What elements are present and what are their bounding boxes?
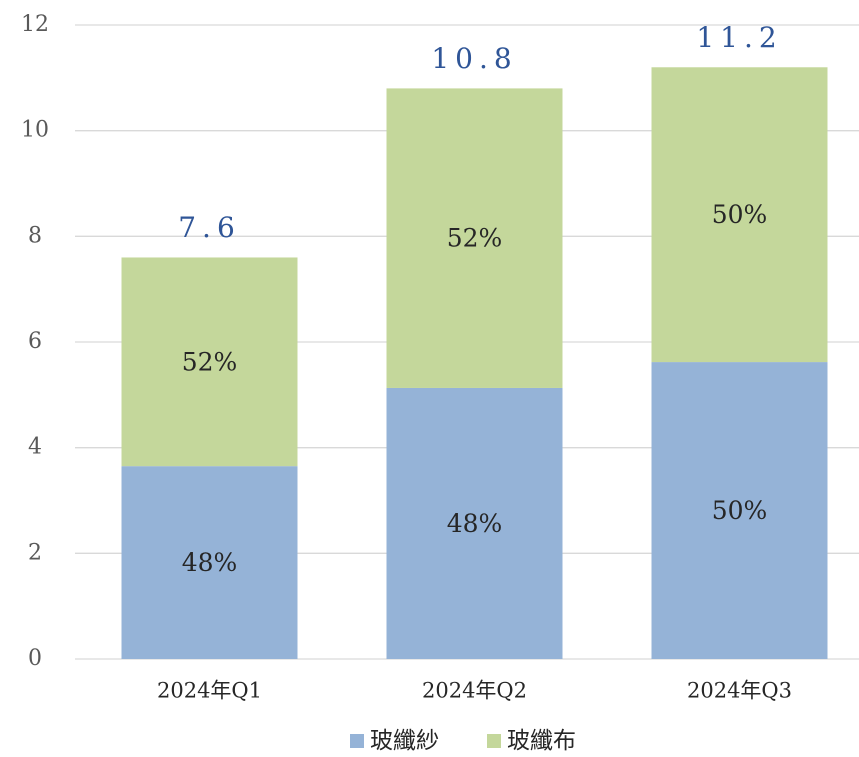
y-tick-label: 6 [28,329,42,354]
y-tick-label: 4 [28,435,42,460]
data-label: 52% [447,224,503,253]
bar-segment [386,88,563,388]
data-label: 50% [712,200,768,229]
y-tick-label: 8 [28,223,42,248]
bar-segment [121,466,298,659]
total-label: 11.2 [696,21,782,54]
legend-swatch [350,734,364,748]
data-label: 48% [182,548,238,577]
x-tick-label: 2024年Q1 [157,679,262,703]
x-tick-label: 2024年Q3 [687,679,792,703]
x-tick-label: 2024年Q2 [422,679,527,703]
bar-segment [651,67,828,363]
data-label: 50% [712,496,768,525]
y-tick-label: 2 [28,540,42,565]
data-label: 52% [182,347,238,376]
legend-label: 玻纖布 [507,728,576,754]
bar-segment [386,387,563,659]
total-label: 7.6 [178,211,241,244]
bar-segment [651,362,828,659]
y-tick-label: 0 [28,646,42,671]
legend-swatch [487,734,501,748]
bar-segment [121,257,298,467]
legend-label: 玻纖紗 [370,728,439,754]
y-tick-label: 10 [21,118,49,143]
total-label: 10.8 [431,42,517,75]
data-label: 48% [447,509,503,538]
y-tick-label: 12 [21,12,49,37]
